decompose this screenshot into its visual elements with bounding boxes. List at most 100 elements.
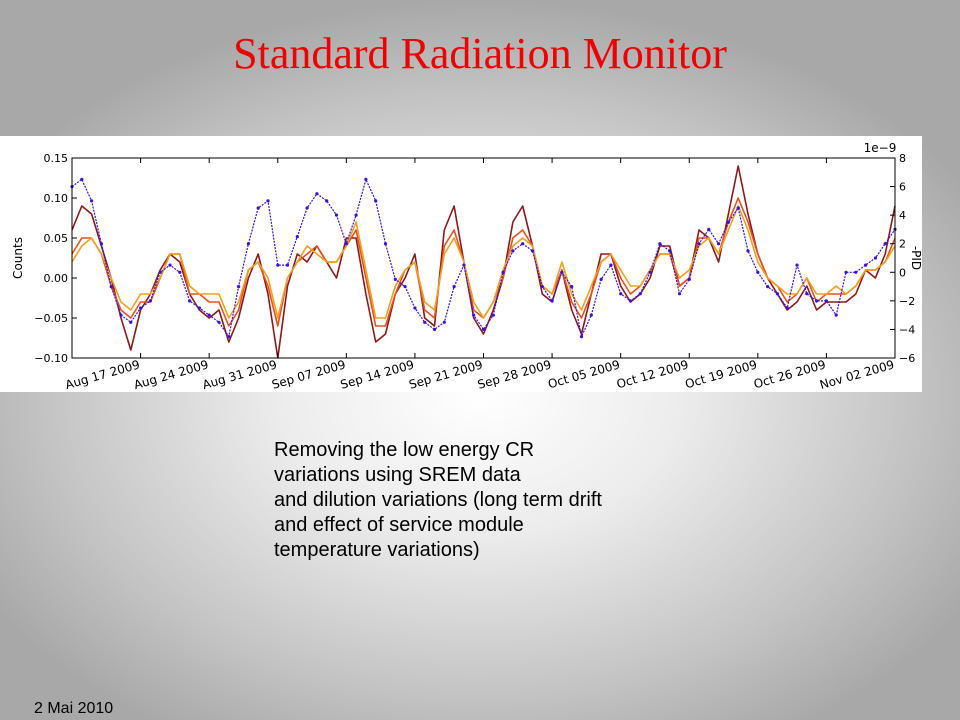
data-point <box>207 313 211 317</box>
x-tick-label: Nov 02 2009 <box>818 357 896 392</box>
data-point <box>726 220 731 224</box>
data-point <box>775 292 780 296</box>
data-point <box>511 249 515 253</box>
data-point <box>158 270 162 274</box>
x-tick-label: Aug 24 2009 <box>132 357 210 392</box>
y-axis-left: −0.10 −0.05 0.00 0.05 0.10 0.15 <box>34 152 77 365</box>
data-point <box>560 270 564 274</box>
caption-line: temperature variations) <box>274 539 480 561</box>
data-point <box>628 299 633 303</box>
y-tick-label: −0.10 <box>34 352 68 365</box>
data-point <box>119 313 123 317</box>
chart-panel: −0.10 −0.05 0.00 0.05 0.10 0.15 −6 −4 −2 0 2 4 6 8 A… <box>0 136 922 392</box>
data-point <box>491 313 495 317</box>
data-point <box>873 256 878 260</box>
data-point <box>423 320 427 324</box>
x-tick-label: Sep 28 2009 <box>476 357 553 391</box>
data-point <box>197 306 201 310</box>
data-point <box>599 277 603 281</box>
y-tick-label: 0.15 <box>44 152 69 165</box>
data-point <box>354 213 358 217</box>
data-point <box>276 263 280 267</box>
series-line-2 <box>71 197 896 327</box>
data-point <box>432 327 437 331</box>
data-point <box>442 320 446 324</box>
caption-line: and effect of service module <box>274 514 524 536</box>
data-point <box>148 299 152 303</box>
data-point <box>677 292 682 296</box>
x-tick-label: Oct 26 2009 <box>752 357 827 391</box>
data-point <box>854 270 858 274</box>
data-point <box>139 306 143 310</box>
data-point <box>648 270 652 274</box>
y-axis-label-left: Counts <box>11 237 25 279</box>
y-axis-right: −6 −4 −2 0 2 4 6 8 <box>890 152 915 365</box>
data-point <box>188 299 192 303</box>
data-point <box>178 270 182 274</box>
data-point <box>717 242 721 246</box>
y-tick-label: 0.05 <box>44 232 69 245</box>
y-right-tick-label: −4 <box>899 323 915 336</box>
data-point <box>266 199 270 203</box>
x-tick-label: Oct 05 2009 <box>546 357 621 391</box>
data-point <box>785 306 789 310</box>
data-point <box>834 313 838 317</box>
data-point <box>579 335 584 339</box>
data-point <box>344 242 348 246</box>
data-point <box>589 313 593 317</box>
x-tick-label: Aug 17 2009 <box>64 357 142 392</box>
x-tick-label: Sep 21 2009 <box>407 357 484 391</box>
data-point <box>697 242 701 246</box>
data-point <box>707 227 711 231</box>
data-point <box>99 242 103 246</box>
data-point <box>168 263 172 267</box>
data-point <box>90 199 94 203</box>
data-point <box>746 249 750 253</box>
data-point <box>305 206 309 210</box>
data-point <box>325 199 329 203</box>
data-point <box>246 242 250 246</box>
data-point <box>227 335 231 339</box>
y-axis-label-right: -PID <box>909 246 922 270</box>
data-point <box>619 292 623 296</box>
data-point <box>530 249 535 253</box>
x-tick-label: Aug 31 2009 <box>201 357 279 392</box>
caption-line: and dilution variations (long term drift <box>274 489 602 511</box>
data-point <box>462 263 466 267</box>
data-point <box>393 277 397 281</box>
data-point <box>403 285 407 289</box>
data-point <box>452 285 456 289</box>
series-line-4 <box>71 178 896 338</box>
y-right-tick-label: −2 <box>899 295 915 308</box>
data-point <box>687 277 691 281</box>
footer-date: 2 Mai 2010 <box>34 700 114 717</box>
data-point <box>374 199 378 203</box>
data-point <box>766 285 770 289</box>
data-point <box>501 270 505 274</box>
data-point <box>383 242 388 246</box>
data-point <box>315 192 319 196</box>
x-tick-label: Oct 19 2009 <box>683 357 758 391</box>
y-tick-label: −0.05 <box>34 312 68 325</box>
data-point <box>540 285 544 289</box>
data-point <box>217 320 221 324</box>
y-right-tick-label: 2 <box>899 238 906 251</box>
data-point <box>824 299 829 303</box>
y-tick-label: 0.00 <box>44 272 69 285</box>
data-point <box>805 292 809 296</box>
data-point <box>864 263 868 267</box>
y-right-tick-label: 6 <box>899 181 906 194</box>
series-layer <box>70 165 897 359</box>
data-point <box>658 242 662 246</box>
data-point <box>472 313 476 317</box>
data-point <box>256 206 260 210</box>
data-point <box>570 285 574 289</box>
y-right-tick-label: −6 <box>899 352 915 365</box>
series-line-3 <box>71 205 896 319</box>
x-tick-label: Oct 12 2009 <box>615 357 690 391</box>
data-point <box>80 177 84 181</box>
data-point <box>550 299 554 303</box>
data-point <box>285 263 290 267</box>
data-point <box>413 306 417 310</box>
y-axis-right-multiplier: 1e−9 <box>864 141 897 155</box>
